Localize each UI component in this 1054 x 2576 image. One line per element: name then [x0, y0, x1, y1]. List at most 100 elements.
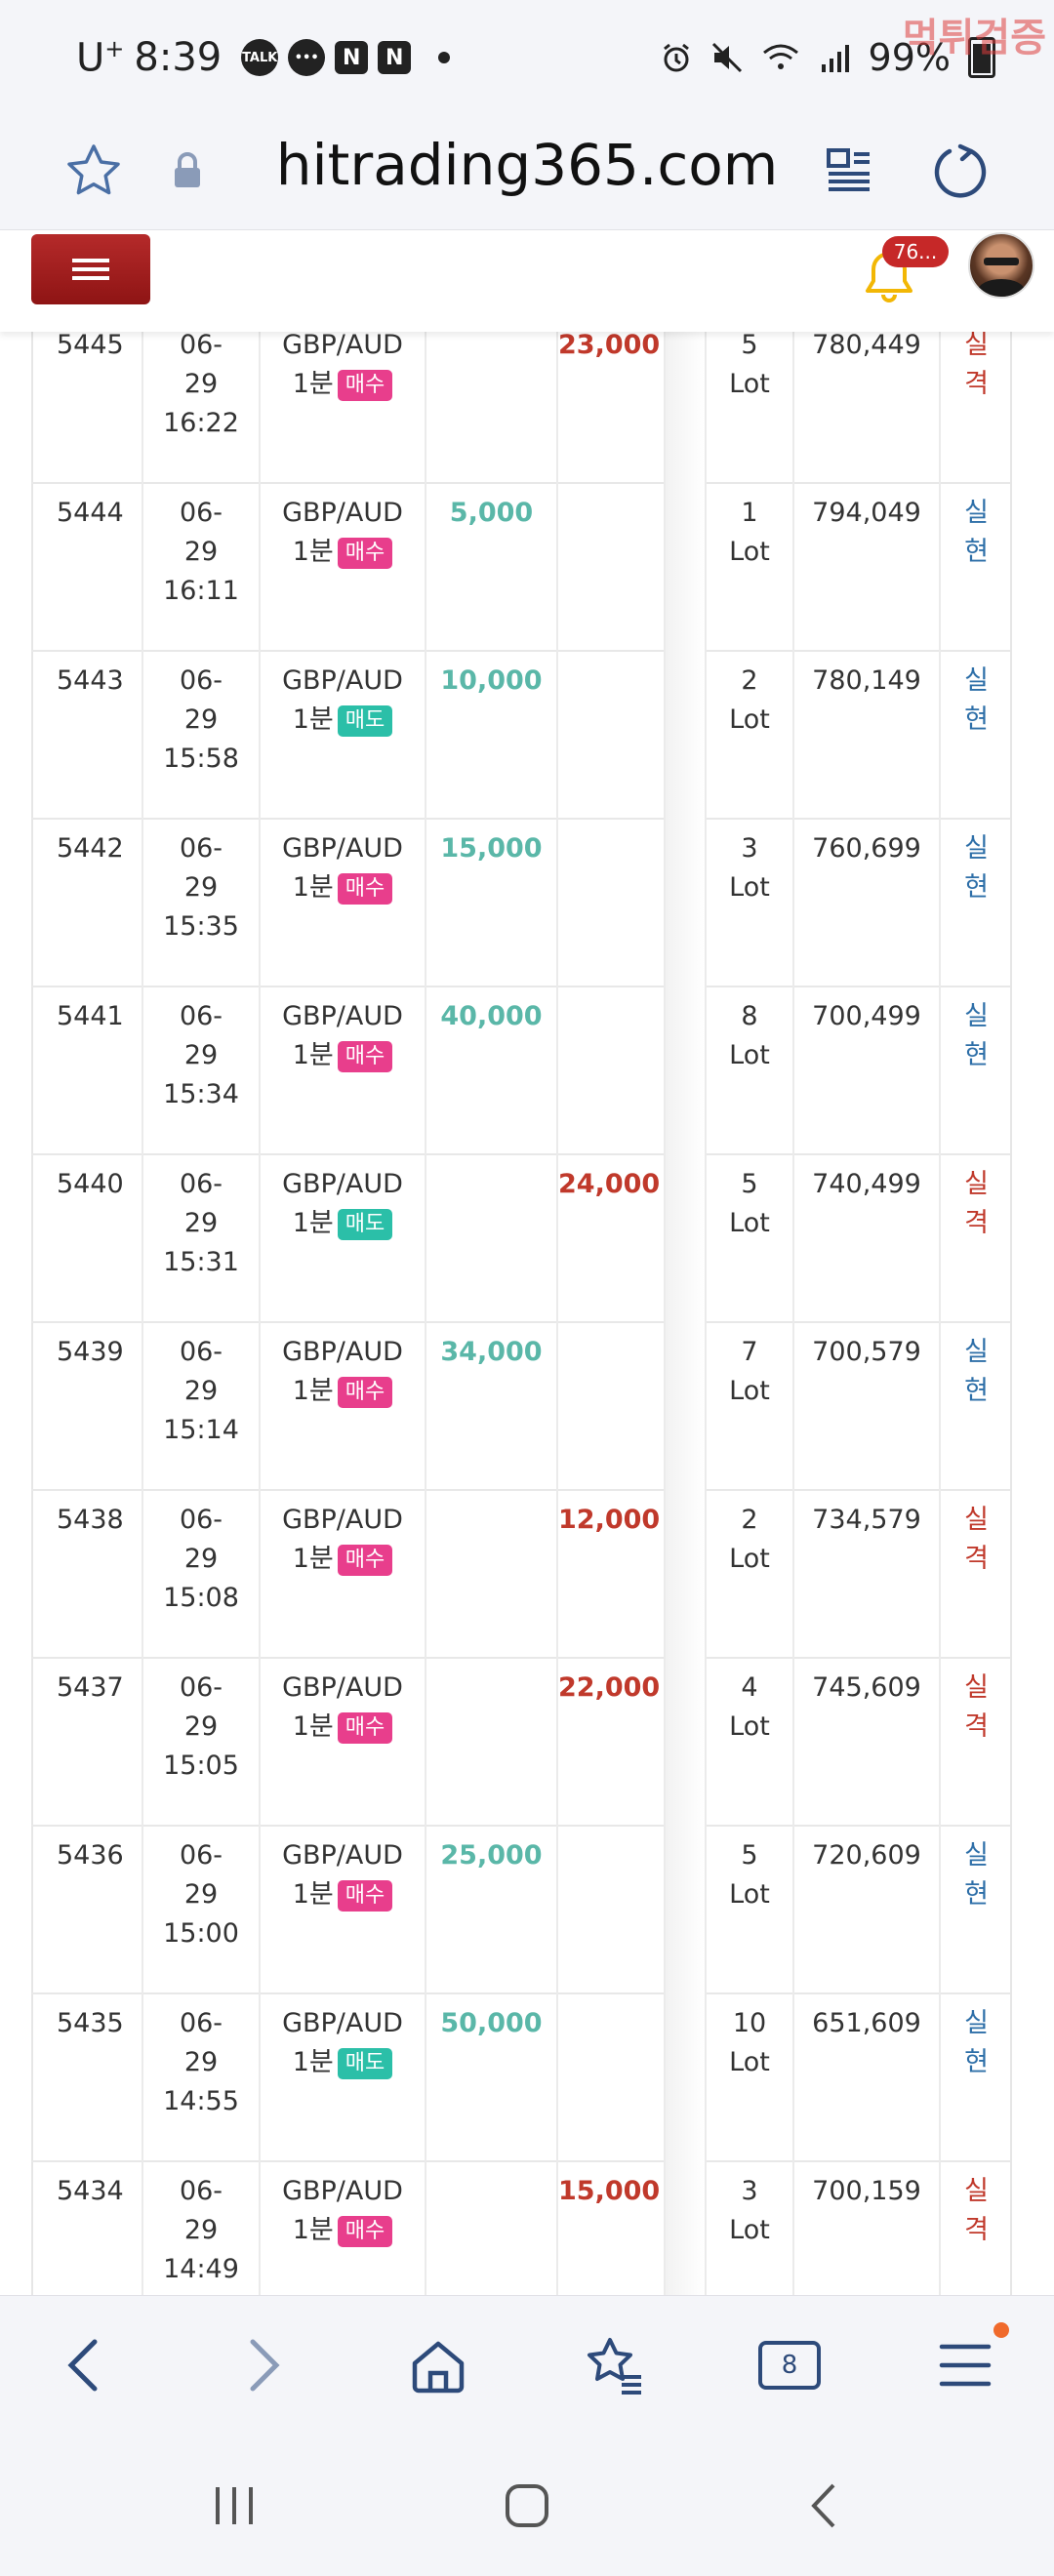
column-divider: [666, 1992, 707, 2160]
table-row[interactable]: 5441 06- 29 15:34 GBP/AUD 1분 매수 40,000 8 Lot 700,4…: [31, 986, 1012, 1155]
lot-count: 2: [741, 665, 758, 696]
trade-side-badge: 매도: [337, 704, 393, 737]
star-icon: [67, 144, 120, 195]
site-header: 76...: [0, 230, 1054, 332]
reload-button[interactable]: [921, 132, 999, 210]
profit-amount: 15,000: [426, 818, 558, 986]
currency-pair: GBP/AUD: [282, 498, 403, 528]
balance-amount: 734,579: [794, 1489, 941, 1657]
n-notification-icon: N: [335, 41, 369, 74]
table-row[interactable]: 5440 06- 29 15:31 GBP/AUD 1분 매도 24,000 5 Lot 740,4…: [31, 1153, 1012, 1323]
table-row[interactable]: 5445 06- 29 16:22 GBP/AUD 1분 매수 23,000 5 Lot 780,4…: [31, 332, 1012, 484]
tabs-button[interactable]: 8: [746, 2321, 833, 2409]
trade-side-badge: 매수: [337, 2215, 393, 2247]
result-char-1: 실: [964, 332, 989, 360]
currency-pair: GBP/AUD: [282, 1505, 403, 1535]
trade-side-badge: 매수: [337, 872, 393, 905]
url-address[interactable]: hitrading365.com: [275, 132, 779, 198]
table-row[interactable]: 5436 06- 29 15:00 GBP/AUD 1분 매수 25,000 5 Lot 720,6…: [31, 1825, 1012, 1994]
result-char-1: 실: [964, 1169, 989, 1199]
result-char-2: 현: [964, 704, 989, 735]
bookmarks-button[interactable]: [570, 2321, 658, 2409]
site-security-button[interactable]: [148, 132, 226, 210]
trade-period: 1분: [292, 2215, 334, 2245]
trade-date: 06-: [179, 332, 223, 360]
lot-count: 8: [741, 1001, 758, 1031]
hamburger-menu-button[interactable]: [31, 234, 150, 304]
trade-period: 1분: [292, 872, 334, 903]
trade-period: 1분: [292, 1711, 334, 1742]
table-row[interactable]: 5442 06- 29 15:35 GBP/AUD 1분 매수 15,000 3 Lot 760,6…: [31, 818, 1012, 987]
trade-id: 5445: [31, 332, 143, 482]
result-char-1: 실: [964, 665, 989, 696]
lot-size: 8 Lot: [707, 986, 794, 1153]
forward-button[interactable]: [221, 2321, 308, 2409]
trade-time: 15:35: [163, 911, 239, 942]
trade-date: 06-: [179, 1505, 223, 1535]
balance-amount: 700,159: [794, 2160, 941, 2295]
loss-amount: 15,000: [558, 2160, 666, 2295]
back-button[interactable]: [39, 2321, 127, 2409]
result-char-2: 격: [964, 1711, 989, 1742]
status-right: 99%: [660, 33, 995, 82]
bookmark-star-button[interactable]: [55, 132, 133, 210]
table-row[interactable]: 5435 06- 29 14:55 GBP/AUD 1분 매도 50,000 10 Lot 651,…: [31, 1992, 1012, 2162]
lot-unit: Lot: [729, 1879, 770, 1910]
home-button[interactable]: [394, 2321, 482, 2409]
system-back-button[interactable]: [785, 2467, 863, 2545]
table-row[interactable]: 5437 06- 29 15:05 GBP/AUD 1분 매수 22,000 4 Lot 745,6…: [31, 1657, 1012, 1827]
table-row[interactable]: 5439 06- 29 15:14 GBP/AUD 1분 매수 34,000 7 Lot 700,5…: [31, 1321, 1012, 1491]
loss-amount: [558, 1825, 666, 1992]
alarm-icon: [663, 43, 689, 72]
trade-symbol: GBP/AUD 1분 매수: [261, 1657, 426, 1825]
browser-menu-button[interactable]: [921, 2321, 1009, 2409]
column-divider: [666, 482, 707, 650]
more-notifications-dot-icon: [438, 52, 451, 63]
lot-unit: Lot: [729, 872, 770, 903]
bookmarks-star-list-icon: [588, 2338, 641, 2395]
currency-pair: GBP/AUD: [282, 2176, 403, 2206]
result-char-2: 현: [964, 2047, 989, 2077]
lot-count: 4: [741, 1672, 758, 1703]
lot-unit: Lot: [729, 2215, 770, 2245]
user-avatar[interactable]: [968, 232, 1034, 299]
trade-date: 06-: [179, 498, 223, 528]
trade-symbol: GBP/AUD 1분 매수: [261, 332, 426, 482]
trade-period: 1분: [292, 1208, 334, 1238]
table-row[interactable]: 5444 06- 29 16:11 GBP/AUD 1분 매수 5,000 1 Lot 794,04…: [31, 482, 1012, 652]
table-row[interactable]: 5434 06- 29 14:49 GBP/AUD 1분 매수 15,000 3 Lot 700,1…: [31, 2160, 1012, 2295]
column-divider: [666, 1825, 707, 1992]
status-bar: U+ 8:39 TALK ••• N N 99% 먹튀검증: [0, 0, 1054, 112]
table-row[interactable]: 5443 06- 29 15:58 GBP/AUD 1분 매도 10,000 2 Lot 780,1…: [31, 650, 1012, 820]
result-char-1: 실: [964, 1672, 989, 1703]
trade-date: 06-: [179, 2008, 223, 2038]
recent-apps-button[interactable]: [195, 2467, 273, 2545]
table-row[interactable]: 5438 06- 29 15:08 GBP/AUD 1분 매수 12,000 2 Lot 734,5…: [31, 1489, 1012, 1659]
status-left: U+ 8:39 TALK ••• N N: [76, 33, 451, 82]
loss-amount: [558, 1992, 666, 2160]
profit-amount: [426, 2160, 558, 2295]
lot-count: 3: [741, 833, 758, 864]
recent-apps-icon: [216, 2487, 253, 2524]
trade-time: 14:55: [163, 2086, 239, 2116]
reader-mode-button[interactable]: [810, 132, 888, 210]
trade-date: 06-: [179, 1001, 223, 1031]
column-divider: [666, 818, 707, 986]
balance-amount: 794,049: [794, 482, 941, 650]
browser-bottom-nav: 8: [0, 2295, 1054, 2433]
trade-time: 16:11: [163, 576, 239, 606]
balance-amount: 780,449: [794, 332, 941, 482]
system-home-button[interactable]: [488, 2467, 566, 2545]
result-char-1: 실: [964, 2176, 989, 2206]
result-char-2: 격: [964, 2215, 989, 2245]
trade-time: 15:14: [163, 1415, 239, 1445]
carrier-label: U+: [76, 34, 125, 81]
trade-time: 15:00: [163, 1918, 239, 1949]
balance-amount: 740,499: [794, 1153, 941, 1321]
